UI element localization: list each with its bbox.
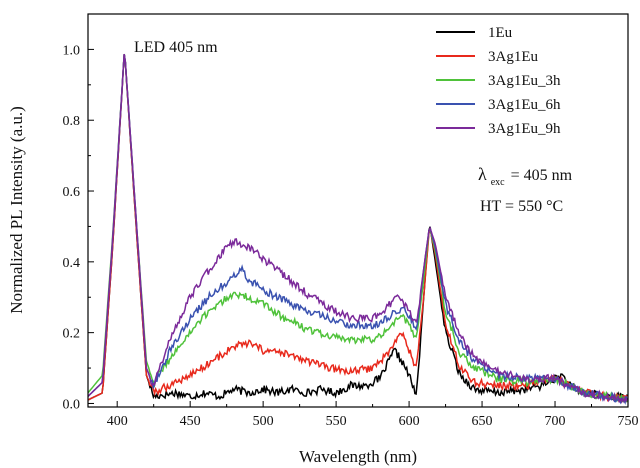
legend-label-3ag1eu-9h: 3Ag1Eu_9h bbox=[488, 121, 561, 137]
legend-label-3ag1eu: 3Ag1Eu bbox=[488, 49, 538, 65]
legend-label-3ag1eu-6h: 3Ag1Eu_6h bbox=[488, 97, 561, 113]
x-tick-label-600: 600 bbox=[399, 414, 420, 429]
ht-annotation: HT = 550 °C bbox=[480, 198, 563, 215]
lambda-symbol: λ bbox=[478, 164, 487, 184]
x-tick-label-650: 650 bbox=[472, 414, 493, 429]
series-line-3ag1eu bbox=[87, 54, 628, 403]
plot-frame bbox=[87, 13, 629, 408]
y-tick-label-0.6: 0.6 bbox=[63, 185, 81, 200]
y-tick-label-0.2: 0.2 bbox=[63, 327, 81, 342]
legend-label-3ag1eu-3h: 3Ag1Eu_3h bbox=[488, 73, 561, 89]
excitation-annotation: λ exc = 405 nm bbox=[478, 164, 573, 189]
ticks-layer: 400 450 500 550 600 650 700 750 0.0 0.2 0.4 0.6 0.8 1… bbox=[63, 13, 639, 429]
series-line-3ag1eu-3h bbox=[87, 53, 629, 403]
series-line-3ag1eu-9h bbox=[87, 53, 629, 404]
series-line-1eu bbox=[87, 54, 628, 403]
x-tick-label-750: 750 bbox=[618, 414, 639, 429]
series-layer bbox=[87, 53, 629, 406]
legend: 1Eu 3Ag1Eu 3Ag1Eu_3h 3Ag1Eu_6h 3Ag1Eu_9h bbox=[436, 25, 561, 137]
y-tick-label-0.8: 0.8 bbox=[63, 114, 81, 129]
led-annotation: LED 405 nm bbox=[134, 39, 218, 56]
y-tick-label-0.0: 0.0 bbox=[63, 397, 81, 412]
y-tick-label-0.4: 0.4 bbox=[63, 256, 81, 271]
x-tick-label-550: 550 bbox=[326, 414, 347, 429]
x-tick-label-400: 400 bbox=[107, 414, 128, 429]
x-axis-label: Wavelength (nm) bbox=[299, 447, 417, 466]
legend-label-1eu: 1Eu bbox=[488, 25, 513, 41]
exc-value: = 405 nm bbox=[511, 167, 573, 184]
x-tick-label-450: 450 bbox=[180, 414, 201, 429]
x-tick-label-500: 500 bbox=[253, 414, 274, 429]
exc-subscript: exc bbox=[491, 177, 505, 188]
y-axis-label: Normalized PL Intensity (a.u.) bbox=[7, 106, 26, 314]
y-tick-label-1.0: 1.0 bbox=[63, 43, 81, 58]
x-tick-label-700: 700 bbox=[545, 414, 566, 429]
